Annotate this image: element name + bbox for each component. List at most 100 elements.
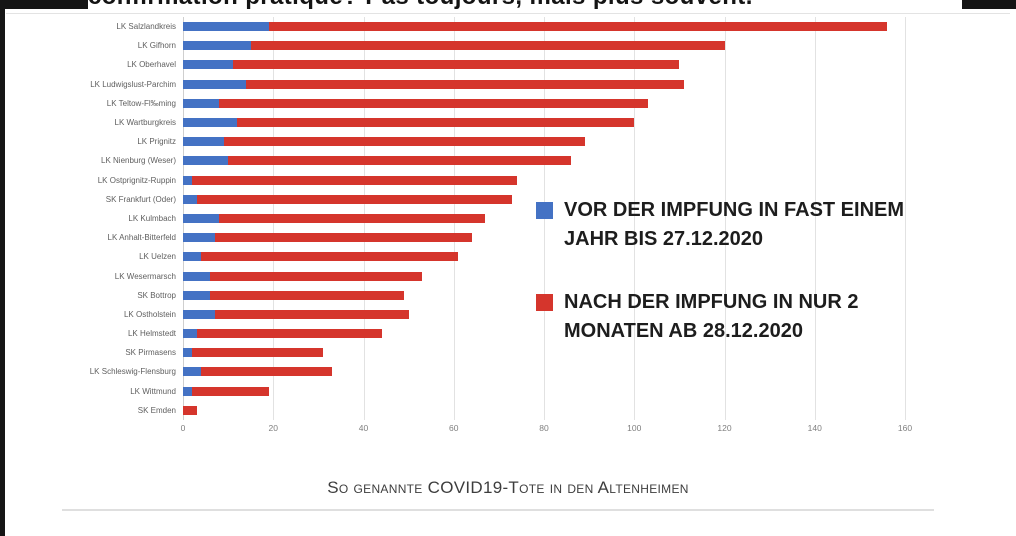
bar-segment [196, 329, 382, 339]
category-row: LK Schleswig-Flensburg [5, 362, 183, 381]
stacked-bar [183, 271, 423, 281]
bar-segment [183, 367, 202, 377]
legend-entry: NACH DER IMPFUNG IN NUR 2 MONATEN AB 28.… [536, 288, 946, 346]
stacked-bar [183, 233, 472, 243]
cropped-top-sentence-text: confirmation pratique? Pas toujours, mai… [88, 0, 962, 9]
category-label: LK Kulmbach [128, 213, 176, 223]
stacked-bar [183, 98, 648, 108]
category-row: LK Oberhavel [5, 55, 183, 74]
category-row: LK Gifhorn [5, 36, 183, 55]
bar-segment [183, 98, 220, 108]
bar-segment [192, 386, 269, 396]
x-tick-label: 20 [268, 423, 278, 433]
bar-segment [183, 213, 220, 223]
legend-swatch [536, 202, 553, 219]
bar-row [183, 132, 905, 151]
stacked-bar [183, 367, 332, 377]
category-label: LK Teltow-Fl‰ming [106, 98, 176, 108]
category-label: LK Wartburgkreis [114, 118, 177, 128]
bar-row [183, 17, 905, 36]
x-tick-label: 140 [807, 423, 822, 433]
category-label: LK Ostholstein [123, 309, 176, 319]
category-label: LK Gifhorn [137, 41, 176, 51]
bar-segment [223, 137, 585, 147]
bar-segment [201, 367, 332, 377]
stacked-bar [183, 194, 513, 204]
top-left-frame-bar [0, 0, 88, 9]
category-row: SK Frankfurt (Oder) [5, 190, 183, 209]
stacked-bar [183, 156, 572, 166]
x-axis: 0 20 40 60 80 100 120 140 160 [180, 423, 912, 437]
category-row: LK Prignitz [5, 132, 183, 151]
bar-segment [228, 156, 572, 166]
category-row: LK Nienburg (Weser) [5, 151, 183, 170]
category-label: LK Uelzen [139, 252, 176, 262]
bar-segment [219, 213, 486, 223]
category-row: LK Ludwigslust-Parchim [5, 75, 183, 94]
bar-row [183, 343, 905, 362]
legend: VOR DER IMPFUNG IN FAST EINEM JAHR BIS 2… [536, 196, 946, 380]
bar-segment [183, 252, 202, 262]
chart-title: So genannte COVID19-Tote in den Altenhei… [327, 478, 689, 497]
category-label: LK Oberhavel [127, 60, 176, 70]
stacked-bar [183, 252, 459, 262]
bar-segment [268, 22, 887, 32]
bar-segment [183, 233, 215, 243]
bar-row [183, 209, 905, 228]
bar-segment [219, 98, 648, 108]
bar-segment [183, 271, 211, 281]
bar-segment [183, 194, 197, 204]
bar-segment [183, 405, 197, 415]
category-row: LK Salzlandkreis [5, 17, 183, 36]
category-label: LK Wesermarsch [114, 271, 176, 281]
category-labels: LK Salzlandkreis LK Gifhorn LK Oberhavel LK… [5, 17, 183, 420]
bar-segment [192, 175, 517, 185]
category-label: LK Salzlandkreis [116, 22, 176, 32]
bar-segment [196, 194, 513, 204]
category-row: LK Kulmbach [5, 209, 183, 228]
bar-row [183, 266, 905, 285]
top-right-frame-bar [962, 0, 1016, 9]
stacked-bar [183, 290, 405, 300]
bar-segment [192, 348, 323, 358]
bar-row [183, 171, 905, 190]
bar-segment [183, 348, 193, 358]
category-row: LK Wartburgkreis [5, 113, 183, 132]
x-tick-label: 80 [539, 423, 549, 433]
bar-segment [183, 329, 197, 339]
cropped-top-sentence: confirmation pratique? Pas toujours, mai… [5, 0, 962, 9]
category-row: SK Emden [5, 401, 183, 420]
left-frame-bar [0, 0, 5, 536]
category-label: LK Ludwigslust-Parchim [90, 79, 176, 89]
x-tick-label: 40 [358, 423, 369, 433]
bar-row [183, 190, 905, 209]
bar-segment [183, 118, 238, 128]
legend-label: VOR DER IMPFUNG IN FAST EINEM JAHR BIS 2… [564, 199, 905, 250]
bar-segment [183, 137, 224, 147]
category-label: LK Schleswig-Flensburg [89, 367, 176, 377]
stacked-bar [183, 137, 585, 147]
gridline [724, 17, 726, 420]
category-label: SK Frankfurt (Oder) [105, 194, 176, 204]
bar-segment [183, 156, 229, 166]
bar-row [183, 247, 905, 266]
category-row: LK Helmstedt [5, 324, 183, 343]
bar-segment [210, 290, 405, 300]
category-row: LK Ostholstein [5, 305, 183, 324]
category-row: LK Anhalt-Bitterfeld [5, 228, 183, 247]
bar-segment [183, 290, 211, 300]
x-tick-label: 100 [627, 423, 642, 433]
category-row: LK Ostprignitz-Ruppin [5, 171, 183, 190]
category-label: SK Bottrop [137, 290, 176, 300]
x-tick-label: 0 [180, 423, 186, 433]
category-label: LK Prignitz [137, 137, 176, 147]
bar-segment [232, 60, 680, 70]
category-row: LK Uelzen [5, 247, 183, 266]
bar-row [183, 55, 905, 74]
category-label: LK Ostprignitz-Ruppin [97, 175, 176, 185]
stacked-bar [183, 79, 684, 89]
stacked-bar [183, 348, 323, 358]
bar-segment [183, 60, 233, 70]
x-tick-label: 160 [897, 423, 913, 433]
